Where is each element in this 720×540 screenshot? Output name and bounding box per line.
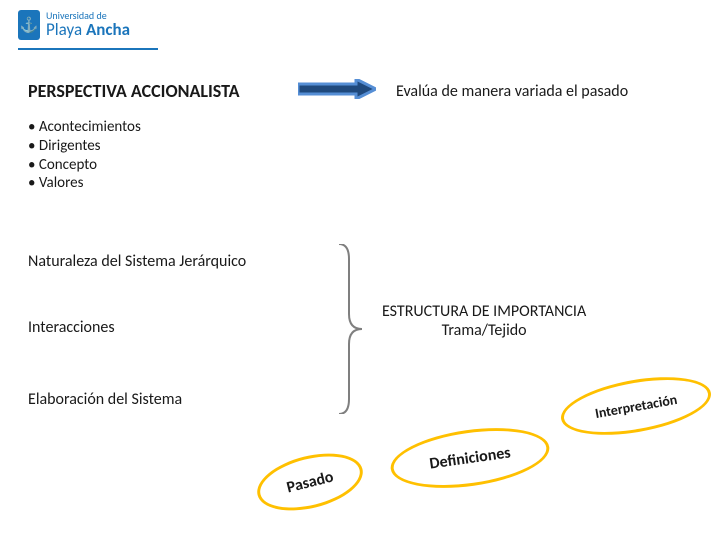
- middle-elaboracion: Elaboración del Sistema: [28, 390, 182, 409]
- brace-icon: [334, 244, 364, 414]
- oval-interpretacion: Interpretación: [557, 367, 716, 445]
- evalua-text: Evalúa de manera variada el pasado: [396, 82, 628, 101]
- oval-label: Pasado: [285, 467, 336, 497]
- list-item: • Acontecimientos: [28, 118, 141, 137]
- oval-definiciones: Definiciones: [387, 419, 553, 497]
- oval-label: Interpretación: [594, 390, 679, 421]
- logo-brand-light: Playa: [46, 19, 82, 40]
- bullet-label: Dirigentes: [39, 137, 101, 155]
- logo-brand: Playa Ancha: [46, 21, 130, 39]
- university-logo: ⚓ Universidad de Playa Ancha: [18, 10, 130, 40]
- logo-text: Universidad de Playa Ancha: [46, 11, 130, 39]
- middle-naturaleza: Naturaleza del Sistema Jerárquico: [28, 252, 246, 271]
- oval-label: Definiciones: [428, 443, 512, 473]
- bullet-label: Valores: [39, 174, 84, 192]
- bullet-label: Concepto: [39, 156, 97, 174]
- arrow-icon: [298, 79, 376, 99]
- bullet-list: • Acontecimientos • Dirigentes • Concept…: [28, 118, 141, 193]
- logo-underline: [18, 48, 158, 50]
- middle-interacciones: Interacciones: [28, 318, 115, 337]
- logo-brand-bold: Ancha: [86, 19, 130, 40]
- logo-icon: ⚓: [18, 10, 40, 40]
- bullet-label: Acontecimientos: [39, 118, 141, 136]
- list-item: • Valores: [28, 174, 141, 193]
- list-item: • Concepto: [28, 156, 141, 175]
- estructura-line2: Trama/Tejido: [382, 321, 586, 340]
- estructura-line1: ESTRUCTURA DE IMPORTANCIA: [382, 302, 586, 321]
- oval-pasado: Pasado: [251, 444, 368, 521]
- page-title: PERSPECTIVA ACCIONALISTA: [28, 80, 240, 102]
- list-item: • Dirigentes: [28, 137, 141, 156]
- estructura-block: ESTRUCTURA DE IMPORTANCIA Trama/Tejido: [382, 302, 586, 340]
